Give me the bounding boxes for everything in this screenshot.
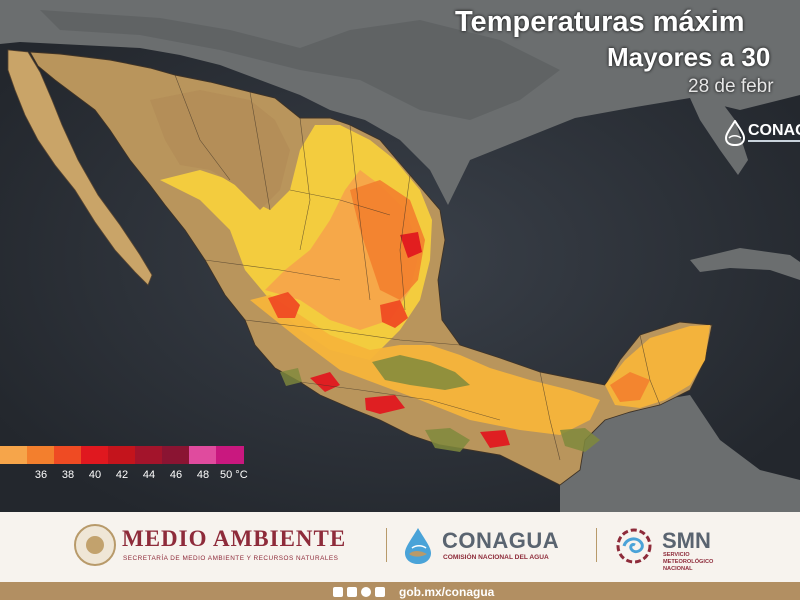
usa-texture (40, 10, 560, 120)
facebook-icon[interactable] (333, 587, 343, 597)
temp-zone-40a (310, 372, 340, 392)
map-title: Temperaturas máxim (455, 6, 745, 38)
legend-swatch (108, 446, 136, 464)
legend-swatch (27, 446, 55, 464)
legend-label: 38 (61, 469, 75, 481)
medio-ambiente-title: MEDIO AMBIENTE (122, 526, 347, 551)
footer-divider (386, 528, 387, 562)
temp-zone-40c (480, 430, 510, 448)
cuba (690, 248, 800, 280)
conagua-logo[interactable]: CONAGUA COMISIÓN NACIONAL DEL AGUA (402, 522, 587, 572)
legend-label: 36 (34, 469, 48, 481)
temp-zone-40b (365, 395, 405, 414)
smn-title: SMN (662, 528, 711, 553)
conagua-drop-icon (405, 528, 431, 564)
florida (690, 98, 748, 175)
footer-bar (0, 582, 800, 600)
medio-ambiente-subtitle: SECRETARÍA DE MEDIO AMBIENTE Y RECURSOS … (123, 555, 339, 562)
legend-swatch (216, 446, 244, 464)
legend-swatch (54, 446, 82, 464)
legend-swatch (162, 446, 190, 464)
temperature-map: Temperaturas máxim Mayores a 30 28 de fe… (0, 0, 800, 512)
temperature-legend: 36 38 40 42 44 46 48 50 °C (0, 446, 248, 486)
cool-zone-a (372, 355, 470, 390)
smn-subtitle: SERVICIO METEOROLÓGICO NACIONAL (663, 552, 714, 572)
conagua-drop-icon (724, 120, 746, 146)
map-date: 28 de febr (688, 76, 774, 97)
legend-label: 48 (196, 469, 210, 481)
medio-ambiente-logo[interactable]: MEDIO AMBIENTE SECRETARÍA DE MEDIO AMBIE… (74, 522, 374, 572)
map-subtitle: Mayores a 30 (607, 42, 771, 72)
temp-zone-38b (380, 300, 408, 328)
yucatan-temp-high (610, 372, 650, 402)
footer-divider (596, 528, 597, 562)
instagram-icon[interactable] (361, 587, 371, 597)
temp-zone-40d (400, 232, 422, 258)
smn-logo[interactable]: SMN SERVICIO METEOROLÓGICO NACIONAL (612, 522, 742, 574)
state-borders (174, 74, 661, 461)
legend-label: 50 °C (220, 469, 248, 481)
map-graphic (0, 0, 800, 512)
twitter-icon[interactable] (347, 587, 357, 597)
footer (0, 512, 800, 600)
cool-zone-c (560, 428, 600, 452)
legend-label: 44 (142, 469, 156, 481)
legend-label: 40 (88, 469, 102, 481)
central-america (560, 395, 800, 512)
legend-swatch (135, 446, 163, 464)
usa-land (0, 0, 800, 205)
mexico-seal-icon (74, 524, 116, 566)
temp-zone-38a (268, 292, 300, 318)
legend-swatch (189, 446, 217, 464)
conagua-map-logo-text: CONAG (748, 122, 800, 139)
cool-zone-b (425, 428, 470, 452)
youtube-icon[interactable] (375, 587, 385, 597)
conagua-subtitle: COMISIÓN NACIONAL DEL AGUA (443, 554, 549, 561)
legend-label: 46 (169, 469, 183, 481)
legend-swatch (81, 446, 109, 464)
legend-swatch (0, 446, 28, 464)
conagua-map-logo-underline (748, 140, 800, 142)
conagua-map-logo: CONAG (724, 118, 800, 152)
website-url[interactable]: gob.mx/conagua (399, 585, 495, 599)
baja-california (7, 49, 153, 286)
legend-label: 42 (115, 469, 129, 481)
smn-emblem-icon (616, 528, 652, 564)
temp-zone-36 (350, 180, 425, 300)
cool-zone-d (280, 368, 302, 386)
conagua-title: CONAGUA (442, 528, 560, 553)
